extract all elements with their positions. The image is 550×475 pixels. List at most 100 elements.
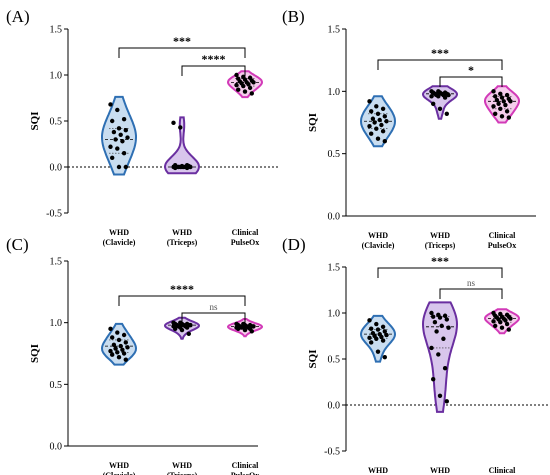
significance-label: **** — [202, 52, 226, 66]
data-point — [108, 326, 113, 332]
data-point — [444, 399, 449, 404]
data-point — [375, 327, 381, 332]
data-point — [431, 377, 436, 382]
data-point — [494, 97, 500, 103]
data-point — [503, 318, 508, 323]
data-point — [251, 324, 256, 329]
data-point — [116, 355, 122, 360]
data-point — [503, 102, 508, 108]
data-point — [384, 332, 389, 338]
data-point — [108, 102, 113, 107]
data-point — [384, 119, 389, 124]
x-category-label: WHD(Triceps) — [167, 228, 198, 247]
data-point — [125, 345, 130, 350]
data-point — [441, 336, 446, 341]
data-point — [249, 91, 254, 96]
data-point — [380, 106, 386, 111]
data-point — [367, 318, 372, 323]
y-tick-label: 0.5 — [328, 355, 341, 366]
data-point — [444, 317, 449, 322]
data-point — [375, 111, 381, 116]
data-point — [367, 99, 372, 104]
data-point — [116, 126, 122, 131]
data-point — [508, 316, 513, 321]
data-point — [186, 331, 191, 336]
data-point — [110, 118, 115, 124]
data-point — [499, 325, 505, 330]
panel-label: (B) — [282, 7, 305, 26]
data-point — [375, 349, 381, 354]
data-point — [370, 116, 376, 121]
y-tick-label: -0.5 — [46, 209, 62, 220]
data-point — [115, 330, 120, 335]
data-point — [442, 95, 448, 100]
y-tick-label: 1.5 — [50, 25, 63, 36]
data-point — [111, 342, 117, 348]
x-category-label: WHD(Triceps) — [425, 466, 456, 475]
data-point — [374, 104, 379, 109]
panel-label: (C) — [6, 235, 29, 254]
data-point — [116, 164, 122, 170]
data-point — [113, 346, 118, 351]
y-tick-label: 0.5 — [50, 117, 63, 128]
data-point — [380, 129, 386, 134]
data-point — [111, 129, 117, 135]
significance-bracket — [439, 76, 503, 87]
data-point — [498, 91, 503, 97]
significance-bracket — [118, 47, 246, 58]
y-tick-label: 1.5 — [328, 25, 341, 36]
data-point — [429, 94, 434, 99]
data-point — [123, 357, 128, 362]
data-point — [249, 329, 254, 334]
data-point — [504, 92, 510, 98]
data-point — [498, 106, 503, 111]
data-point — [380, 338, 386, 343]
data-point — [118, 343, 123, 349]
data-point — [179, 164, 185, 170]
significance-label: *** — [431, 254, 449, 268]
data-point — [123, 340, 128, 345]
data-point — [446, 92, 451, 98]
data-point — [115, 146, 120, 151]
data-point — [491, 89, 496, 94]
data-point — [374, 321, 379, 327]
data-point — [382, 329, 387, 334]
x-category-label: WHD(Clavicle) — [362, 231, 395, 250]
data-point — [377, 117, 382, 123]
panel-label: (A) — [6, 7, 30, 26]
data-point — [437, 315, 443, 320]
data-point — [120, 347, 125, 352]
data-point — [446, 325, 451, 330]
data-point — [173, 165, 178, 171]
data-point — [379, 334, 384, 340]
data-point — [121, 116, 127, 122]
data-point — [442, 366, 448, 371]
data-point — [491, 104, 496, 109]
data-point — [491, 319, 496, 324]
data-point — [493, 111, 498, 116]
data-point — [184, 325, 190, 330]
data-point — [121, 151, 127, 156]
significance-bracket — [181, 312, 246, 323]
data-point — [499, 95, 505, 100]
data-point — [108, 144, 113, 149]
significance-bracket — [377, 267, 503, 278]
data-point — [379, 122, 384, 128]
data-point — [499, 114, 505, 119]
x-category-label: WHD(Clavicle) — [362, 466, 395, 475]
data-point — [506, 327, 511, 332]
significance-bracket — [118, 295, 246, 306]
data-point — [234, 72, 239, 78]
y-tick-label: 0.0 — [50, 442, 63, 453]
y-tick-label: 0.0 — [328, 212, 341, 223]
data-point — [188, 322, 193, 328]
data-point — [123, 128, 128, 133]
panel-label: (D) — [282, 235, 306, 254]
data-point — [246, 82, 251, 87]
data-point — [369, 131, 374, 136]
violin-body — [163, 116, 201, 175]
data-point — [504, 321, 510, 327]
